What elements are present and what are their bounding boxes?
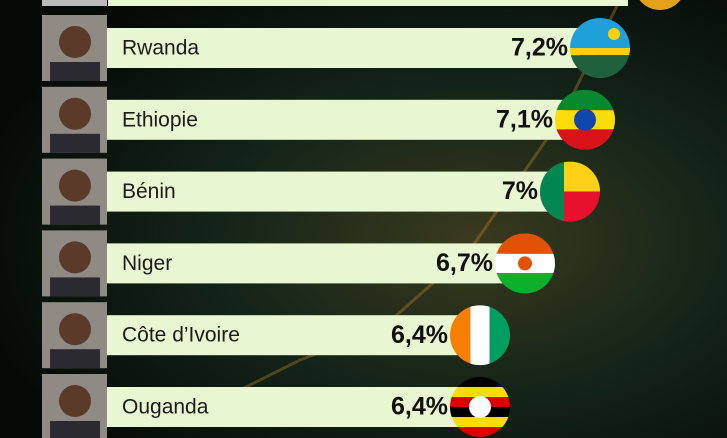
portrait-suit bbox=[50, 205, 100, 225]
portrait-head bbox=[59, 313, 91, 346]
category-label: Bénin bbox=[122, 180, 176, 203]
flag-stripe bbox=[450, 377, 510, 387]
portrait-suit bbox=[50, 62, 100, 81]
flag-stripe bbox=[450, 305, 471, 366]
flag-sun bbox=[608, 28, 620, 40]
bar bbox=[100, 315, 460, 356]
value-label: 7,1% bbox=[496, 105, 553, 133]
cut-bar bbox=[108, 0, 628, 6]
portrait-suit bbox=[50, 421, 100, 438]
flag-stripe bbox=[450, 417, 510, 427]
flag-stripe bbox=[570, 48, 630, 56]
flag-stripe bbox=[555, 129, 615, 150]
flag-stripe bbox=[470, 305, 490, 366]
flag-emblem bbox=[469, 396, 491, 418]
value-label: 7% bbox=[502, 177, 538, 205]
cut-flag bbox=[639, 0, 681, 10]
flag bbox=[570, 18, 630, 78]
portrait-head bbox=[59, 241, 91, 274]
value-label: 7,2% bbox=[511, 34, 568, 62]
value-label: 6,7% bbox=[436, 249, 493, 277]
bar bbox=[100, 171, 550, 212]
bar bbox=[100, 28, 580, 68]
portrait-head bbox=[59, 385, 91, 417]
category-label: Ethiopie bbox=[122, 108, 198, 131]
flag bbox=[540, 161, 600, 222]
flag bbox=[450, 377, 510, 437]
category-label: Côte d’Ivoire bbox=[122, 324, 240, 347]
category-label: Niger bbox=[122, 252, 172, 275]
flag-stripe bbox=[570, 55, 630, 78]
flag-stripe bbox=[495, 273, 555, 294]
flag-stripe bbox=[450, 387, 510, 397]
cut-portrait bbox=[42, 0, 107, 6]
flag bbox=[555, 89, 615, 150]
flag bbox=[495, 233, 555, 294]
bar bbox=[100, 387, 460, 427]
portrait-suit bbox=[50, 349, 100, 369]
value-label: 6,4% bbox=[391, 321, 448, 349]
portrait-suit bbox=[50, 277, 100, 297]
flag-stripe bbox=[555, 89, 615, 111]
value-label: 6,4% bbox=[391, 393, 448, 421]
portrait-head bbox=[59, 169, 91, 202]
category-label: Ouganda bbox=[122, 396, 209, 419]
flag-stripe bbox=[495, 233, 555, 254]
portrait-head bbox=[59, 26, 91, 58]
bar bbox=[100, 243, 505, 284]
flag bbox=[450, 305, 510, 366]
category-label: Rwanda bbox=[122, 37, 199, 60]
portrait-suit bbox=[50, 133, 100, 153]
flag-emblem bbox=[518, 256, 532, 271]
portrait-head bbox=[59, 97, 91, 130]
bar bbox=[100, 99, 565, 140]
flag-stripe bbox=[489, 305, 510, 366]
flag-stripe bbox=[450, 427, 510, 437]
flag-emblem bbox=[574, 108, 596, 131]
